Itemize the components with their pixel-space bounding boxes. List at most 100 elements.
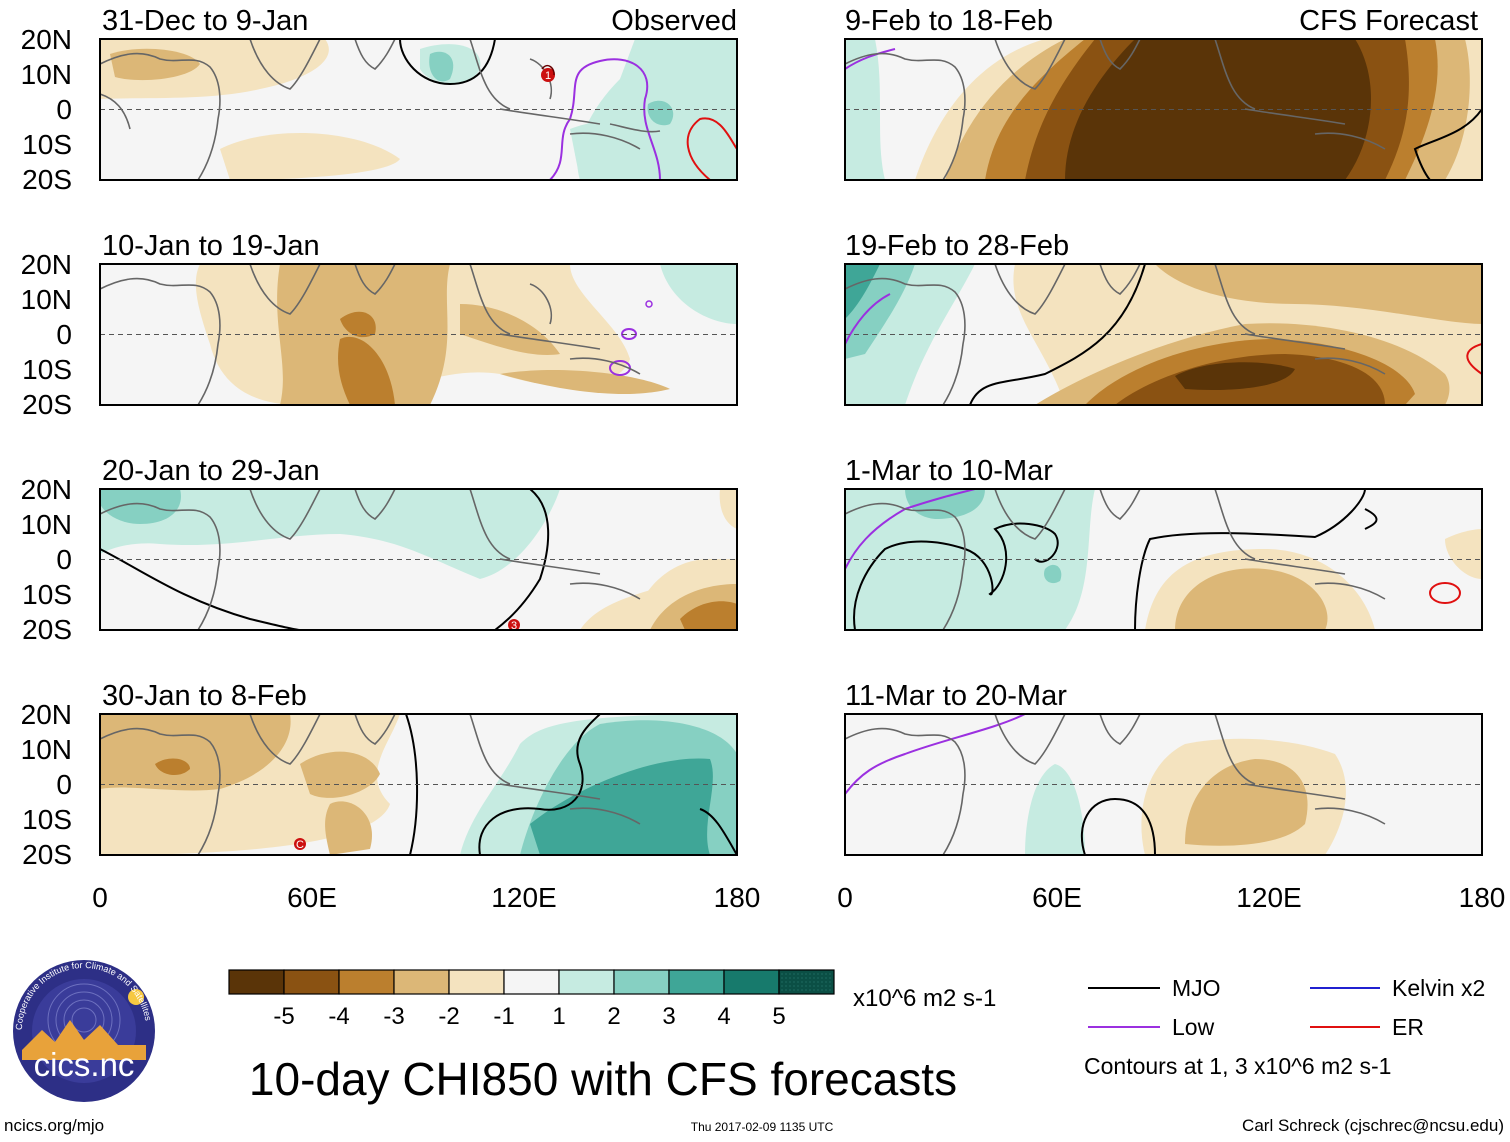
period-label: 1-Mar to 10-Mar [845,455,1053,487]
cics-logo: cics.nc Cooperative Institute for Climat… [13,960,155,1102]
lat-tick-label: 20N [21,699,72,730]
shade-dry [110,48,200,81]
lat-tick-label: 10S [22,804,72,835]
colorbar-swatch [613,969,670,995]
lon-tick-label: 0 [92,882,108,913]
colorbar-tick-label: 5 [772,1003,785,1030]
lat-tick-label: 0 [56,769,72,800]
lon-axis-right: 0 60E 120E 180 [837,882,1505,913]
lat-tick-label: 10N [21,509,72,540]
period-label: 20-Jan to 29-Jan [102,455,320,487]
colorbar-swatch [503,969,560,995]
colorbar-swatch [723,969,780,995]
lat-tick-label: 10N [21,734,72,765]
lat-tick-label: 20N [21,474,72,505]
colorbar-swatch [283,969,340,995]
shade-wet [647,100,674,126]
lon-tick-label: 120E [491,882,556,913]
logo-text: cics.nc [34,1046,135,1083]
colorbar-swatch [448,969,505,995]
contour-low [549,58,661,180]
period-label: 11-Mar to 20-Mar [845,680,1067,712]
contours-note: Contours at 1, 3 x10^6 m2 s-1 [1084,1053,1391,1079]
colorbar-tick-label: 1 [552,1003,565,1030]
observed-label: Observed [611,5,737,37]
figure-title: 10-day CHI850 with CFS forecasts [249,1053,957,1105]
shade-dry [220,132,400,180]
contour-er [686,117,737,180]
shade-wet [570,121,662,180]
lat-tick-label: 20S [22,389,72,420]
panel-observed-3: 3 [99,488,738,632]
lat-tick-label: 10N [21,59,72,90]
colorbar-swatch [668,969,725,995]
legend-label-er: ER [1392,1014,1424,1040]
svg-text:C: C [296,839,304,851]
panel-forecast-1 [844,38,1483,181]
colorbar-tick-label: 2 [607,1003,620,1030]
lat-tick-label: 0 [56,319,72,350]
panel-forecast-2 [844,263,1483,406]
panel-observed-1: 1 [99,38,738,181]
storm-symbol: 3 [508,619,520,632]
colorbar-swatch [778,969,835,995]
lon-tick-label: 180 [1459,882,1506,913]
svg-text:3: 3 [511,620,517,632]
colorbar-tick-label: -3 [383,1003,404,1030]
lat-tick-label: 10S [22,354,72,385]
coastline [99,38,661,181]
colorbar-tick-label: -1 [493,1003,514,1030]
lon-tick-label: 60E [287,882,337,913]
lat-tick-label: 20N [21,24,72,55]
lat-tick-label: 0 [56,544,72,575]
panel-forecast-3 [844,488,1483,631]
panel-observed-4: C [99,713,738,856]
legend-label-mjo: MJO [1172,975,1221,1001]
legend-label-kelvin: Kelvin x2 [1392,975,1485,1001]
colorbar-swatch [393,969,450,995]
colorbar-tick-label: -4 [328,1003,349,1030]
lon-axis-left: 0 60E 120E 180 [92,882,760,913]
lat-axis: 20N 10N 0 10S 20S 20N 10N 0 10S 20S 20N … [21,24,72,870]
period-label: 19-Feb to 28-Feb [845,230,1069,262]
footer-timestamp: Thu 2017-02-09 1135 UTC [691,1120,834,1134]
lat-tick-label: 10S [22,579,72,610]
footer-author[interactable]: Carl Schreck (cjschrec@ncsu.edu) [1242,1116,1504,1135]
legend-label-low: Low [1172,1014,1215,1040]
footer-url[interactable]: ncics.org/mjo [4,1116,104,1135]
colorbar-swatch [338,969,395,995]
lat-tick-label: 20S [22,164,72,195]
lon-tick-label: 180 [714,882,761,913]
period-label: 9-Feb to 18-Feb [845,5,1053,37]
period-label: 31-Dec to 9-Jan [102,5,308,37]
lat-tick-label: 10N [21,284,72,315]
shade-wet [429,51,454,82]
lon-tick-label: 120E [1236,882,1301,913]
storm-symbol: C [294,838,306,851]
colorbar: -5 -4 -3 -2 -1 1 2 3 4 5 [228,969,835,1030]
lat-tick-label: 10S [22,129,72,160]
colorbar-units: x10^6 m2 s-1 [853,985,996,1012]
lat-tick-label: 20S [22,839,72,870]
storm-symbol: 1 [541,64,555,82]
colorbar-tick-label: 4 [717,1003,730,1030]
panel-forecast-4 [844,713,1483,856]
period-label: 30-Jan to 8-Feb [102,680,307,712]
colorbar-tick-label: -2 [438,1003,459,1030]
colorbar-tick-label: 3 [662,1003,675,1030]
colorbar-swatch [228,969,285,995]
period-label: 10-Jan to 19-Jan [102,230,320,262]
contour-mjo [399,39,496,86]
contour-legend: MJO Kelvin x2 Low ER Contours at 1, 3 x1… [1084,975,1485,1079]
lat-tick-label: 20N [21,249,72,280]
lat-tick-label: 20S [22,614,72,645]
lon-tick-label: 60E [1032,882,1082,913]
panel-observed-2 [99,263,738,406]
forecast-label: CFS Forecast [1299,5,1478,37]
colorbar-tick-label: -5 [273,1003,294,1030]
lat-tick-label: 0 [56,94,72,125]
lon-tick-label: 0 [837,882,853,913]
svg-text:1: 1 [545,70,551,82]
colorbar-swatch [558,969,615,995]
